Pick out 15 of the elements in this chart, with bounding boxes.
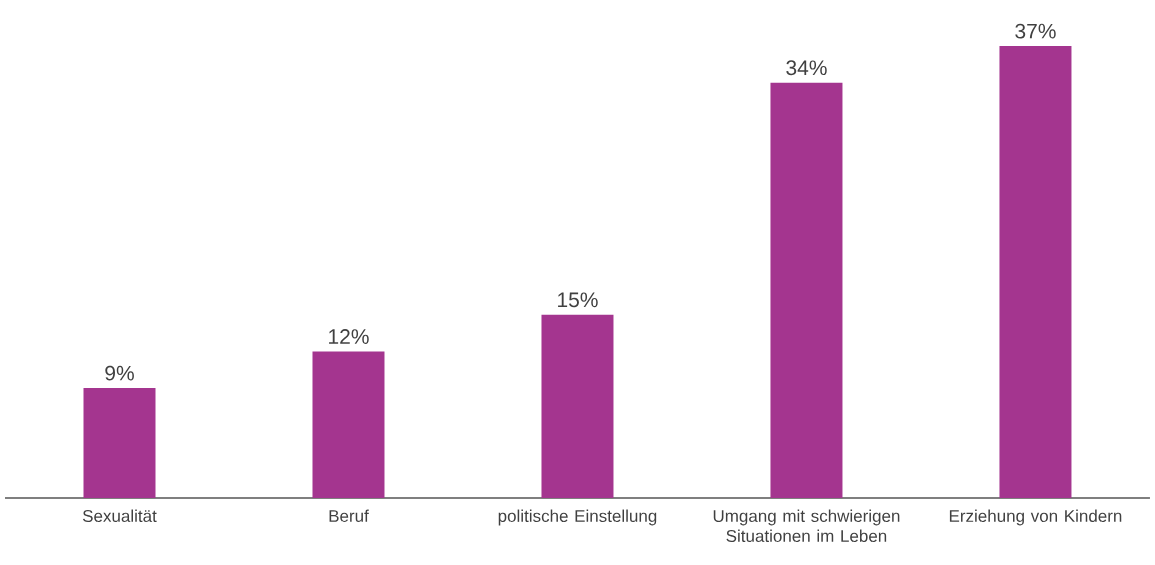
bar [999, 46, 1072, 498]
data-label: 9% [105, 365, 134, 381]
bar [541, 314, 614, 498]
x-tick-label: Umgang mit schwierigen Situationen im Leben [713, 509, 900, 543]
x-tick-label: Erziehung von Kindern [949, 509, 1122, 526]
data-label: 37% [1015, 23, 1056, 39]
x-tick-label: Beruf [329, 509, 369, 523]
data-label: 34% [786, 60, 827, 76]
data-label: 12% [329, 329, 369, 344]
x-tick-label: Sexualität [82, 509, 157, 523]
data-label: 15% [558, 292, 598, 308]
x-tick-label: politische Einstellung [498, 509, 657, 526]
bar [770, 82, 843, 498]
bar [83, 388, 156, 498]
bar [312, 351, 385, 498]
